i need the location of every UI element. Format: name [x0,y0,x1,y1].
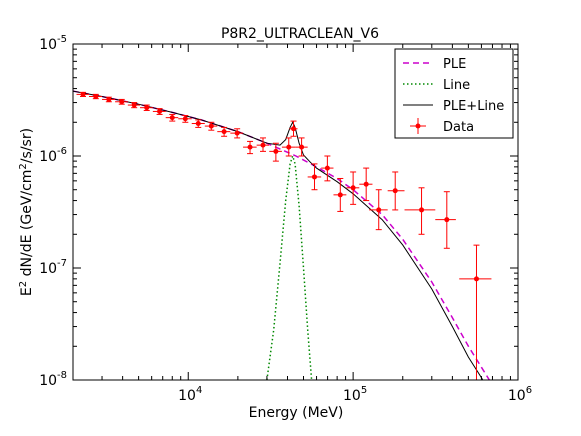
curves-layer [73,90,491,380]
data-point [152,108,166,115]
data-marker [80,91,86,97]
data-marker [157,108,163,114]
data-point [140,104,153,111]
data-marker [419,207,425,213]
data-marker [106,96,112,102]
data-marker [93,93,99,99]
data-point [115,98,128,105]
plot-frame [72,43,519,381]
x-tick-label: 104 [178,385,202,404]
data-point [76,91,89,97]
legend-swatch-data [410,118,426,134]
data-marker [392,188,398,194]
data-marker [195,121,201,127]
data-marker [299,144,305,150]
data-point [178,114,192,123]
data-point [191,119,205,128]
legend-label-ple: PLE [443,57,466,72]
y-tick-label: 10-5 [39,34,67,53]
y-tick-label: 10-8 [39,370,67,389]
data-point [369,189,388,231]
data-marker [234,130,240,136]
data-point [281,137,296,157]
data-point [459,244,492,380]
data-point [204,121,218,131]
data-point [387,171,405,211]
data-marker [182,116,188,122]
data-point [256,137,270,152]
data-marker [337,192,343,198]
data-point [165,113,179,122]
x-tick-labels: 104 105 106 [178,385,532,404]
data-marker [376,207,382,213]
x-tick-label: 106 [508,385,532,404]
data-point [102,96,116,103]
legend-label-ple-line: PLE+Line [443,99,504,114]
legend-label-data: Data [443,120,474,135]
data-point [217,126,231,137]
data-marker [144,105,150,111]
data-point [289,120,298,137]
data-marker [324,165,330,171]
data-point [243,140,257,155]
data-point [127,102,141,109]
data-points-layer [76,91,492,380]
legend-box [394,48,514,139]
data-point [295,137,308,157]
data-point [88,93,103,100]
data-marker [273,148,279,154]
data-marker [221,129,227,135]
data-marker [286,144,292,150]
chart-title: P8R2_ULTRACLEAN_V6 [221,26,379,42]
data-marker [260,142,266,148]
data-marker [444,217,450,223]
data-marker [169,115,175,121]
data-marker [247,144,253,150]
y-axis-label: E2 dN/dE (GeV/cm2/s/sr) [18,128,35,296]
data-point [269,142,282,162]
legend: PLE Line PLE+Line Data [394,48,514,139]
data-marker [291,126,297,132]
data-point [435,191,456,249]
data-marker [473,276,479,282]
data-point [404,187,436,235]
data-marker [131,102,137,108]
data-marker [363,181,369,187]
data-point [230,128,244,139]
series-curve-ple-line [73,90,484,380]
y-tick-label: 10-6 [39,146,67,165]
data-point [359,167,373,202]
y-tick-label: 10-7 [39,258,67,277]
data-point [333,177,347,212]
data-point [307,163,322,191]
y-tick-labels: 10-8 10-7 10-6 10-5 [39,34,67,389]
data-marker [208,123,214,129]
x-tick-label: 105 [343,385,367,404]
legend-label-line: Line [443,78,470,93]
x-axis-label: Energy (MeV) [249,405,344,421]
data-point [346,171,360,205]
data-point [321,155,334,182]
data-marker [350,185,356,191]
data-marker [119,99,125,105]
data-marker [311,174,317,180]
